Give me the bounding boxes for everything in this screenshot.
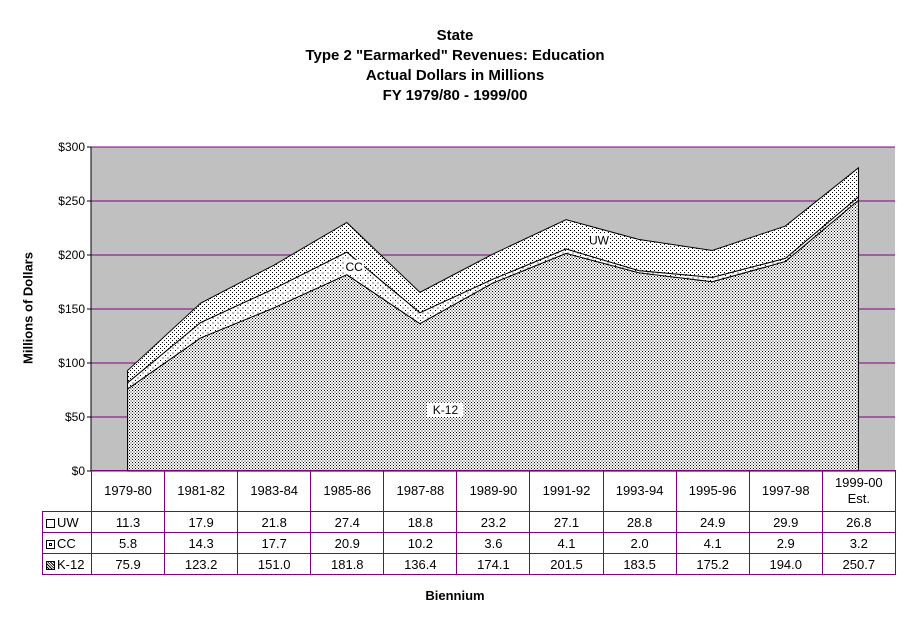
legend-swatch <box>46 518 55 528</box>
data-label: 250.7 <box>821 553 896 575</box>
legend-swatch <box>46 560 55 570</box>
area-label-bg <box>427 402 464 417</box>
data-label: 5.8 <box>90 532 166 554</box>
x-axis-label: Biennium <box>425 588 485 603</box>
data-label: 21.8 <box>237 511 312 533</box>
area-label-bg <box>344 259 365 274</box>
x-tick-label: 1995-96 <box>675 470 750 512</box>
data-label: 183.5 <box>602 553 677 575</box>
x-tick-label: 1991-92 <box>529 470 604 512</box>
y-axis-ticks: $0 $50 $100 $150 $200 $250 $300 <box>58 140 92 478</box>
x-tick-label: 1985-86 <box>310 470 385 512</box>
area-labels: UW CC K-12 <box>344 233 610 417</box>
table-header-row: 1979-80 1981-82 1983-84 1985-86 1987-88 1989-… <box>43 470 896 512</box>
x-tick-label: 1979-80 <box>90 470 166 512</box>
y-tick-label: $0 <box>72 464 86 478</box>
legend-swatch <box>46 539 55 549</box>
y-axis-label: Millions of Dollars <box>20 252 36 364</box>
data-label: 4.1 <box>675 532 750 554</box>
data-label: 201.5 <box>529 553 604 575</box>
data-label: 23.2 <box>456 511 531 533</box>
data-label: 20.9 <box>310 532 385 554</box>
chart-title: State Type 2 "Earmarked" Revenues: Educa… <box>0 26 910 106</box>
data-label: 174.1 <box>456 553 531 575</box>
table-row: K-12 75.9 123.2 151.0 181.8 136.4 174.1 201.5 18… <box>42 553 896 575</box>
data-label: 151.0 <box>237 553 312 575</box>
title-line-3: Actual Dollars in Millions <box>365 67 545 84</box>
data-table: 1979-80 1981-82 1983-84 1985-86 1987-88 1989-… <box>42 470 896 575</box>
y-tick-label: $150 <box>58 302 85 316</box>
data-label: 24.9 <box>675 511 750 533</box>
data-label: 27.1 <box>529 511 604 533</box>
data-label: 194.0 <box>748 553 823 575</box>
data-label: 175.2 <box>675 553 750 575</box>
data-label: 17.9 <box>164 511 239 533</box>
data-label: 29.9 <box>748 511 823 533</box>
title-line-2: Type 2 "Earmarked" Revenues: Education <box>305 47 605 64</box>
y-tick-label: $50 <box>65 410 85 424</box>
x-tick-label: 1999-00 Est. <box>821 470 896 512</box>
y-tick-label: $250 <box>58 194 85 208</box>
data-label: 26.8 <box>821 511 896 533</box>
title-line-1: State <box>436 27 474 44</box>
table-corner <box>43 471 92 512</box>
x-tick-label: 1987-88 <box>383 470 458 512</box>
x-tick-label: 1981-82 <box>164 470 239 512</box>
y-tick-label: $300 <box>58 140 85 154</box>
y-tick-label: $100 <box>58 356 85 370</box>
data-label: 14.3 <box>164 532 239 554</box>
table-row: CC 5.8 14.3 17.7 20.9 10.2 3.6 4.1 2.0 4.1 2.9 3.2 <box>42 532 896 554</box>
data-label: 10.2 <box>383 532 458 554</box>
area-label-k-12: K-12 <box>433 403 459 417</box>
area-label-bg <box>588 233 609 248</box>
x-tick-label: 1983-84 <box>237 470 312 512</box>
data-label: 11.3 <box>90 511 166 533</box>
data-label: 75.9 <box>90 553 166 575</box>
data-label: 3.6 <box>456 532 531 554</box>
y-tick-label: $200 <box>58 248 85 262</box>
data-label: 181.8 <box>310 553 385 575</box>
data-label: 17.7 <box>237 532 312 554</box>
table-row: UW 11.3 17.9 21.8 27.4 18.8 23.2 27.1 28.8 24.9 29… <box>42 511 896 533</box>
legend-entry: CC <box>42 532 92 554</box>
data-label: 28.8 <box>602 511 677 533</box>
data-label: 4.1 <box>529 532 604 554</box>
x-tick-label: 1989-90 <box>456 470 531 512</box>
data-label: 123.2 <box>164 553 239 575</box>
x-tick-label: 1993-94 <box>602 470 677 512</box>
data-label: 2.0 <box>602 532 677 554</box>
area-label-uw: UW <box>589 234 610 248</box>
data-label: 27.4 <box>310 511 385 533</box>
data-label: 136.4 <box>383 553 458 575</box>
data-label: 18.8 <box>383 511 458 533</box>
data-label: 3.2 <box>821 532 896 554</box>
title-line-4: FY 1979/80 - 1999/00 <box>382 87 528 104</box>
area-label-cc: CC <box>345 260 363 274</box>
data-label: 2.9 <box>748 532 823 554</box>
area-uw <box>127 166 859 384</box>
legend-entry: K-12 <box>42 553 92 575</box>
x-tick-label: 1997-98 <box>748 470 823 512</box>
legend-entry: UW <box>42 511 92 533</box>
